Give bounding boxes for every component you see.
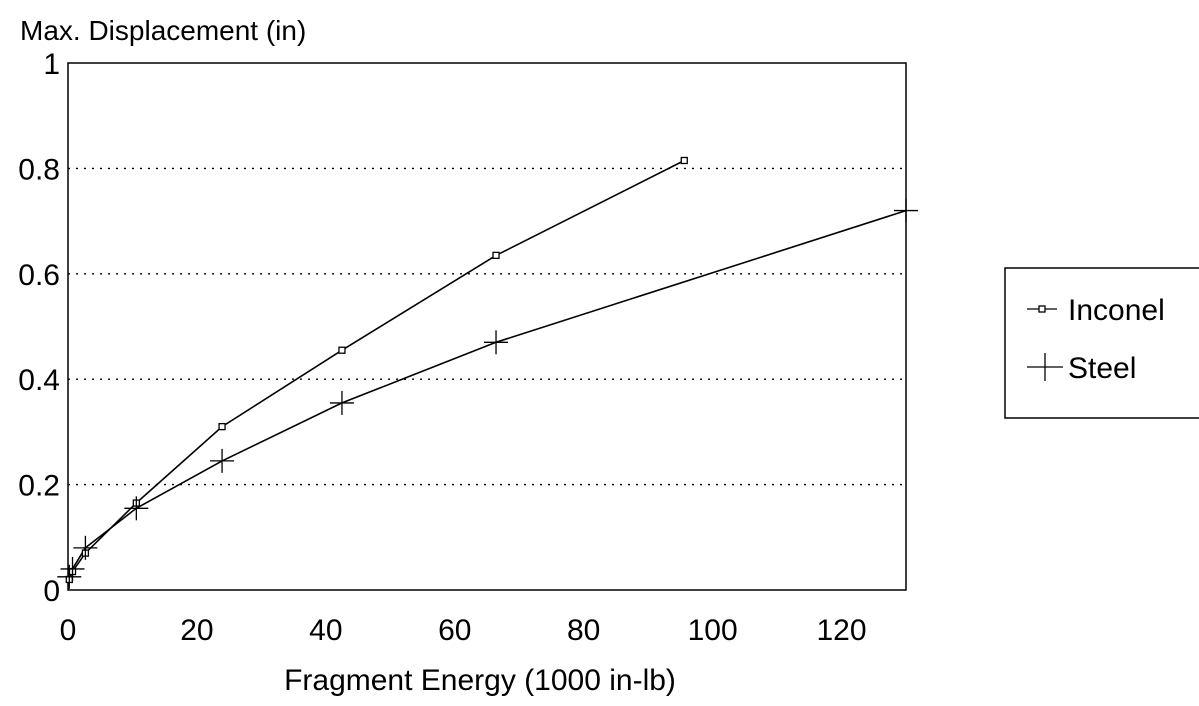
- x-tick-label: 100: [688, 614, 738, 647]
- marker-steel: [894, 198, 918, 223]
- y-tick-label: 1: [43, 48, 60, 81]
- legend-steel-label: Steel: [1068, 352, 1136, 385]
- x-tick-label: 20: [180, 614, 213, 647]
- marker-steel: [210, 448, 235, 473]
- marker-steel: [484, 330, 509, 355]
- series-line-steel: [68, 209, 907, 578]
- y-tick-label: 0: [43, 575, 60, 608]
- y-axis-label: Max. Displacement (in): [20, 15, 306, 46]
- legend-box: [1004, 267, 1199, 419]
- series-lines: [68, 159, 907, 580]
- marker-inconel: [218, 422, 226, 431]
- y-tick-label: 0.8: [18, 153, 60, 186]
- x-tick-label: 80: [567, 614, 600, 647]
- gridlines: [68, 167, 906, 486]
- x-tick-label: 0: [60, 614, 77, 647]
- x-tick-label: 40: [309, 614, 342, 647]
- marker-steel: [60, 556, 85, 581]
- legend-inconel-marker: [1038, 305, 1046, 313]
- marker-inconel: [338, 346, 346, 354]
- data-markers: [57, 156, 918, 589]
- x-axis-label: Fragment Energy (1000 in-lb): [284, 664, 676, 697]
- series-line-inconel: [68, 159, 685, 580]
- marker-steel: [73, 535, 98, 560]
- x-tick-label: 60: [438, 614, 471, 647]
- marker-inconel: [492, 251, 500, 260]
- plot-area: [67, 62, 907, 591]
- x-tick-labels: 0 20 40 60 80 100 120: [60, 614, 867, 647]
- marker-steel: [329, 390, 354, 415]
- y-tick-label: 0.2: [18, 470, 60, 503]
- y-tick-label: 0.6: [18, 259, 60, 292]
- marker-steel: [124, 496, 149, 521]
- x-tick-label: 120: [817, 614, 867, 647]
- y-tick-labels: 0 0.2 0.4 0.6 0.8 1: [18, 48, 60, 608]
- marker-inconel: [680, 156, 688, 165]
- legend: Inconel Steel: [1004, 267, 1199, 419]
- y-tick-label: 0.4: [18, 364, 60, 397]
- legend-inconel-label: Inconel: [1068, 294, 1165, 327]
